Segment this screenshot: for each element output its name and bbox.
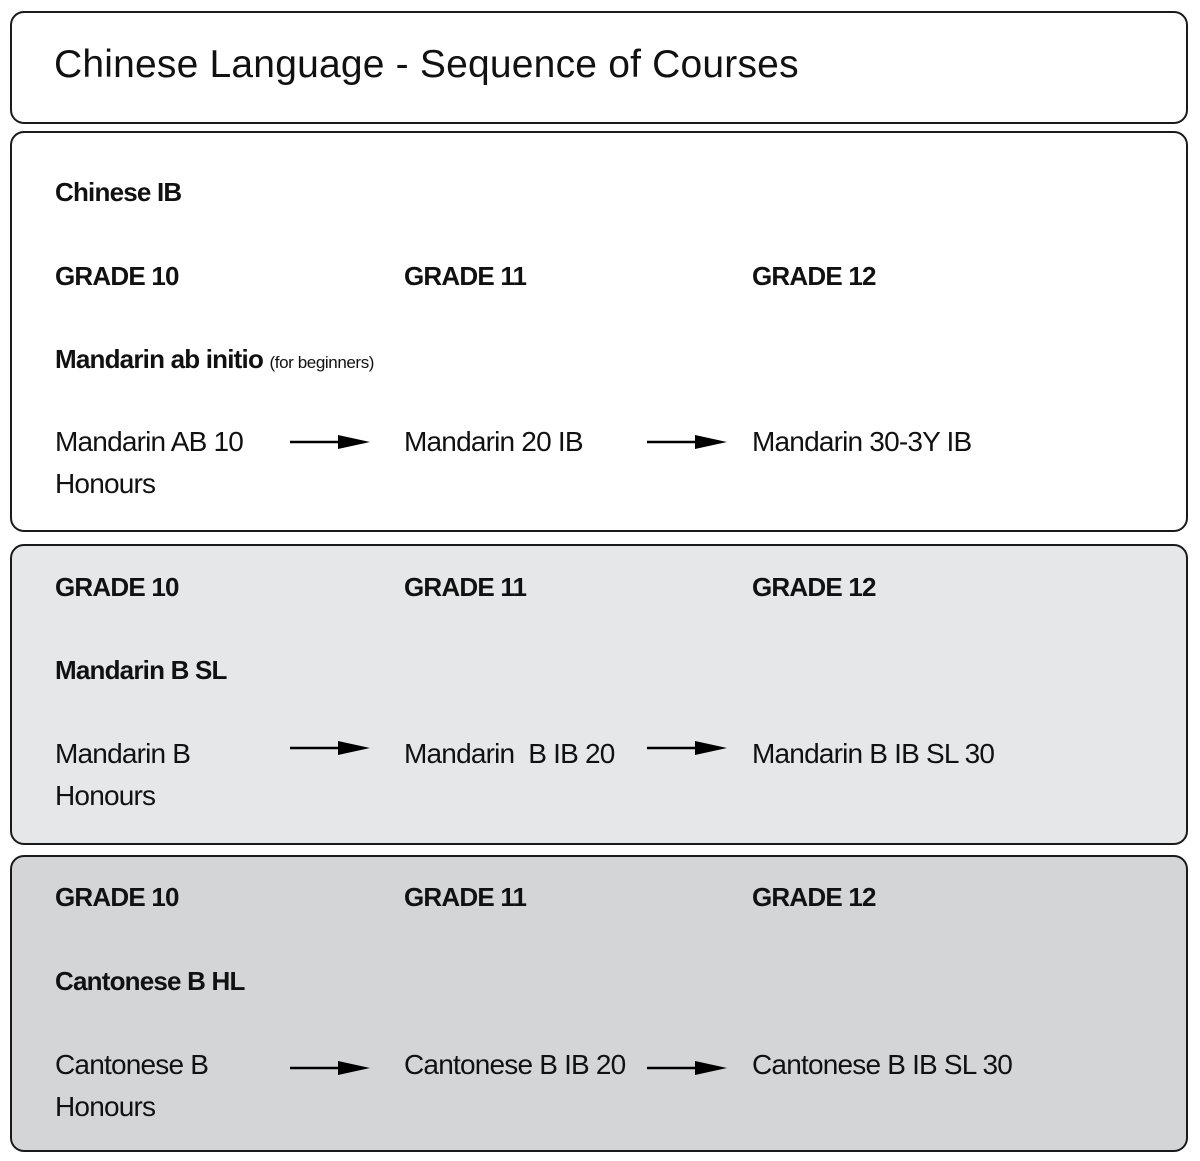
program-name: Cantonese B HL (55, 966, 245, 996)
program-title: Mandarin ab initio (for beginners) (55, 344, 374, 375)
course-name-line2: Honours (55, 468, 156, 499)
program-name: Mandarin B SL (55, 655, 227, 685)
course-name: Mandarin AB 10 (55, 426, 244, 457)
course-grade-10: Mandarin B Honours (55, 733, 191, 817)
arrow-right-icon (647, 435, 727, 449)
course-grade-12: Mandarin 30-3Y IB (752, 426, 972, 457)
course-name: Mandarin B (55, 738, 191, 769)
course-name-line2: Honours (55, 1091, 156, 1122)
grade-10-label: GRADE 10 (55, 572, 179, 602)
arrow-right-icon (647, 1061, 727, 1075)
grade-11-label: GRADE 11 (404, 261, 527, 291)
grade-12-label: GRADE 12 (752, 261, 876, 291)
program-name: Mandarin ab initio (55, 344, 264, 374)
section-heading: Chinese IB (55, 177, 182, 207)
arrow-right-icon (647, 741, 727, 755)
panel-chinese-ib: Chinese IB GRADE 10 GRADE 11 GRADE 12 Ma… (10, 131, 1188, 532)
course-grade-11: Mandarin B IB 20 (404, 738, 615, 769)
arrow-right-icon (290, 1061, 370, 1075)
page-title: Chinese Language - Sequence of Courses (54, 43, 799, 86)
course-name-line2: Honours (55, 780, 156, 811)
arrow-right-icon (290, 741, 370, 755)
grade-11-label: GRADE 11 (404, 572, 527, 602)
course-name: Cantonese B (55, 1049, 209, 1080)
course-grade-12: Cantonese B IB SL 30 (752, 1049, 1013, 1080)
grade-12-label: GRADE 12 (752, 882, 876, 912)
grade-10-label: GRADE 10 (55, 882, 179, 912)
course-grade-10: Cantonese B Honours (55, 1044, 209, 1128)
arrow-right-icon (290, 435, 370, 449)
program-note: (for beginners) (269, 353, 375, 372)
course-grade-12: Mandarin B IB SL 30 (752, 738, 995, 769)
title-box: Chinese Language - Sequence of Courses (10, 11, 1188, 124)
panel-mandarin-b-sl: GRADE 10 GRADE 11 GRADE 12 Mandarin B SL… (10, 544, 1188, 845)
course-grade-10: Mandarin AB 10 Honours (55, 421, 244, 505)
grade-10-label: GRADE 10 (55, 261, 179, 291)
grade-12-label: GRADE 12 (752, 572, 876, 602)
panel-cantonese-b-hl: GRADE 10 GRADE 11 GRADE 12 Cantonese B H… (10, 855, 1188, 1152)
course-grade-11: Mandarin 20 IB (404, 426, 584, 457)
grade-11-label: GRADE 11 (404, 882, 527, 912)
course-grade-11: Cantonese B IB 20 (404, 1049, 626, 1080)
